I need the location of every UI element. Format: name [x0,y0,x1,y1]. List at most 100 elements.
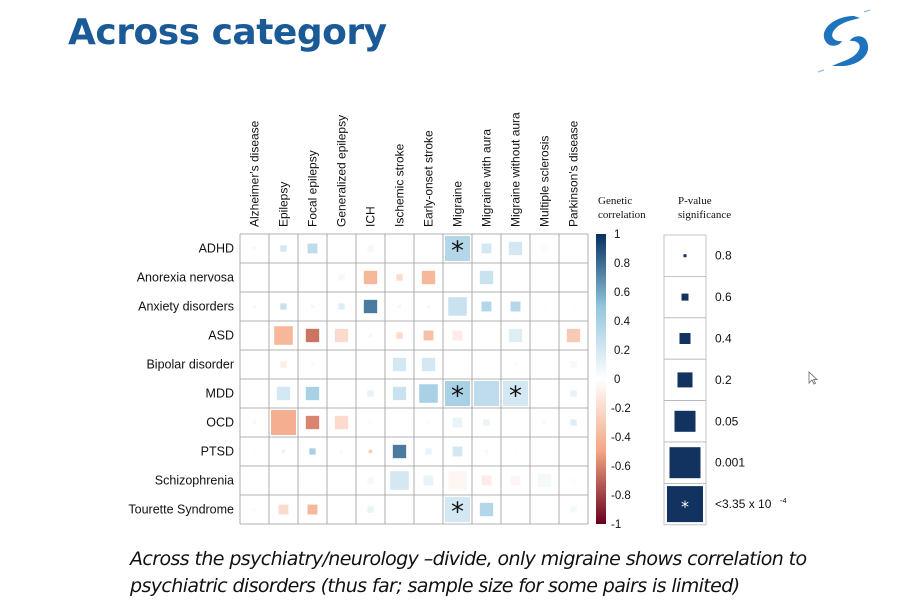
heatmap-cell [448,471,467,490]
heatmap-cell [338,274,345,281]
heatmap-cell [513,420,518,425]
heatmap-cell [455,275,460,280]
heatmap-cell [542,391,547,396]
heatmap-cell [368,449,373,454]
heatmap-cell [570,361,577,368]
pvalue-legend-square [669,447,701,479]
heatmap-cell [452,417,463,428]
pvalue-legend-square [679,333,691,344]
heatmap-cell [542,304,547,309]
heatmap-cell [503,381,528,406]
pvalue-legend-square [677,372,693,388]
heatmap-cell [455,362,460,367]
heatmap-cell [484,333,489,338]
pvalue-legend-label: 0.2 [715,373,732,387]
colorbar-title: Genetic [598,195,632,207]
heatmap-cell [570,477,577,484]
heatmap-cell [339,478,344,483]
heatmap-cell [537,473,552,488]
caption-line-2: psychiatric disorders (thus far; sample … [130,575,740,597]
heatmap-cell [368,333,373,338]
heatmap-cell [367,245,374,252]
colorbar-tick-label: 0.8 [614,258,630,270]
heatmap-cell [448,297,467,316]
heatmap-cell [339,449,344,454]
heatmap-cell [419,384,438,403]
heatmap-cell [305,328,320,343]
pvalue-legend-label: 0.8 [715,249,732,263]
colorbar-tick-label: 0.2 [614,345,630,357]
page-title: Across category [68,12,387,53]
heatmap-cell [542,507,547,512]
pvalue-legend-label: 0.001 [715,456,745,470]
heatmap-cell [481,475,492,486]
brand-logo-icon [817,9,871,73]
heatmap-cell [508,241,523,256]
heatmap-cell [252,391,257,396]
colorbar-tick-label: 1 [614,229,620,241]
heatmap-cell [363,270,378,285]
heatmap-cell [309,448,316,455]
heatmap-cell [339,362,344,367]
heatmap-cell [310,275,315,280]
heatmap-cell [542,449,547,454]
row-label: PTSD [201,445,234,459]
row-label: Anxiety disorders [138,300,234,314]
column-label: Migraine [451,181,465,227]
heatmap-cell [510,475,521,486]
heatmap-cell [484,449,489,454]
heatmap-cell [421,357,436,372]
heatmap-cell [252,420,257,425]
heatmap-cell [421,270,436,285]
mouse-cursor-icon [808,371,818,385]
colorbar-tick-label: 0.4 [614,316,631,328]
pvalue-legend-square [683,254,687,258]
column-label: Epilepsy [277,182,291,227]
heatmap-cell [310,362,315,367]
heatmap-cell [397,246,402,251]
pvalue-legend-label: 0.4 [715,332,732,346]
row-label: OCD [206,416,234,430]
heatmap-cell [305,415,320,430]
significance-star: * [509,382,522,412]
heatmap-cell [481,301,492,312]
heatmap-cell [426,420,431,425]
heatmap-cell [542,420,547,425]
column-label: Migraine without aura [509,112,523,227]
row-label: Schizophrenia [155,474,234,488]
row-label: Bipolar disorder [146,358,234,372]
heatmap-cell [508,328,523,343]
column-label: Ischemic stroke [393,143,407,227]
heatmap-cell [252,275,257,280]
heatmap-cell [276,386,291,401]
heatmap-cell [280,245,287,252]
heatmap-cell [278,504,289,515]
heatmap-cell [392,386,407,401]
heatmap-cell [368,420,373,425]
heatmap-cell [513,507,518,512]
heatmap-cell [252,449,257,454]
row-label: ASD [208,329,234,343]
column-label: Alzheimer's disease [248,120,262,227]
heatmap-cell [484,362,489,367]
column-label: Early-onset stroke [422,130,436,227]
heatmap-cell [542,333,547,338]
heatmap-cell [280,303,287,310]
caption-line-1: Across the psychiatry/neurology –divide,… [130,548,807,570]
heatmap-cell [571,275,576,280]
heatmap-cell [542,362,547,367]
heatmap-cell [334,328,349,343]
pvalue-legend-label: 0.05 [715,414,739,428]
heatmap-cell [423,330,434,341]
row-label: MDD [206,387,234,401]
column-label: Multiple sclerosis [538,136,552,227]
slide-caption: Across the psychiatry/neurology –divide,… [130,546,807,600]
heatmap-cell [280,361,287,368]
heatmap-cell [452,330,463,341]
heatmap-cell [367,390,374,397]
heatmap-cell [570,419,577,426]
heatmap-cell [339,246,344,251]
colorbar-tick-label: -0.4 [611,432,631,444]
correlation-heatmap: Alzheimer's disease Epilepsy Focal epileps… [128,112,786,531]
heatmap-cell [426,246,431,251]
